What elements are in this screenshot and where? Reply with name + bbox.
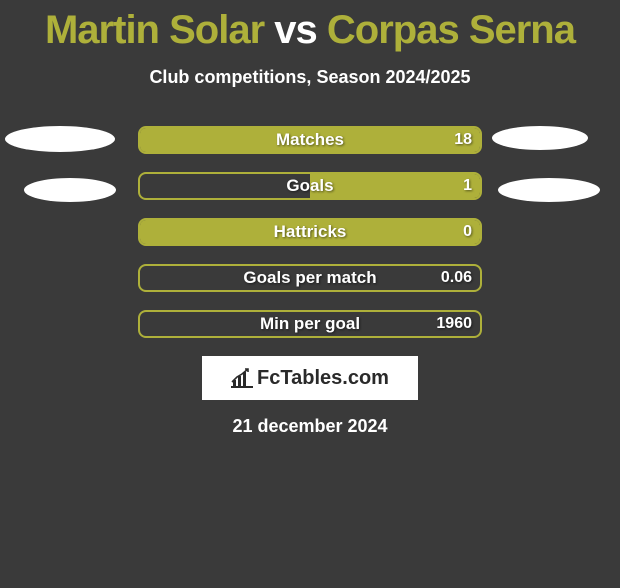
stat-label: Goals per match (243, 268, 376, 288)
stat-value-right: 1 (463, 177, 472, 195)
stat-label: Goals (286, 176, 333, 196)
date-text: 21 december 2024 (0, 416, 620, 437)
stat-value-right: 0.06 (441, 269, 472, 287)
stat-row: Goals per match 0.06 (138, 264, 482, 292)
stat-value-right: 1960 (436, 315, 472, 333)
logo-box: FcTables.com (202, 356, 418, 400)
player-token-ellipse (492, 126, 588, 150)
player2-name: Corpas Serna (327, 8, 575, 52)
stat-value-right: 0 (463, 223, 472, 241)
stat-label: Hattricks (274, 222, 347, 242)
chart-icon (231, 368, 253, 388)
stat-fill-right (310, 174, 480, 198)
player-token-ellipse (24, 178, 116, 202)
logo-text: FcTables.com (231, 367, 389, 390)
player-token-ellipse (5, 126, 115, 152)
comparison-title: Martin Solar vs Corpas Serna (0, 8, 620, 53)
stat-label: Min per goal (260, 314, 360, 334)
stat-value-right: 18 (454, 131, 472, 149)
stats-container: Matches 18 Goals 1 Hattricks 0 Goals per match… (0, 126, 620, 338)
subtitle: Club competitions, Season 2024/2025 (0, 67, 620, 88)
stat-row: Hattricks 0 (138, 218, 482, 246)
vs-text: vs (274, 8, 317, 52)
stat-label: Matches (276, 130, 344, 150)
player-token-ellipse (498, 178, 600, 202)
stat-row: Goals 1 (138, 172, 482, 200)
stat-row: Min per goal 1960 (138, 310, 482, 338)
stat-row: Matches 18 (138, 126, 482, 154)
logo-label: FcTables.com (257, 367, 389, 390)
player1-name: Martin Solar (45, 8, 264, 52)
